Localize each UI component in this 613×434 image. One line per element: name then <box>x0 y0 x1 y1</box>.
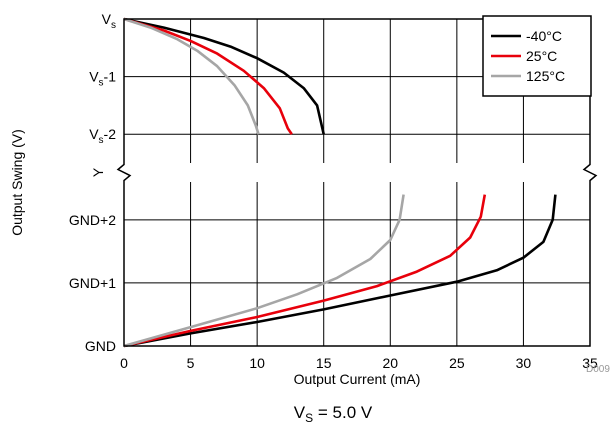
upper-y-tick-labels: Vs Vs-1 Vs-2 <box>89 11 116 146</box>
x-tick-label: 5 <box>187 355 195 371</box>
series-line-lower-25c <box>123 194 487 348</box>
x-tick-label: 15 <box>316 355 332 371</box>
supply-voltage-caption: VS = 5.0 V <box>294 403 373 425</box>
series-line-lower--40c <box>123 194 557 348</box>
lower-panel-frame <box>123 182 591 347</box>
y-tick-label-lower: GND+1 <box>69 275 116 291</box>
series-line-lower-125c <box>123 194 405 348</box>
x-tick-label: 25 <box>449 355 465 371</box>
figure-id-label: D009 <box>586 364 610 375</box>
x-tick-label: 30 <box>516 355 532 371</box>
legend-label: -40°C <box>526 28 562 44</box>
y-tick-label-lower: GND <box>85 338 116 354</box>
axis-break-label: Y <box>90 167 106 177</box>
axis-break-right <box>582 163 598 182</box>
x-tick-labels: 0 5 10 15 20 25 30 35 <box>120 355 598 371</box>
y-tick-label-upper: Vs-1 <box>89 69 116 89</box>
y-tick-label-lower: GND+2 <box>69 212 116 228</box>
legend: -40°C 25°C 125°C <box>482 15 592 97</box>
lower-y-tick-labels: GND GND+1 GND+2 <box>69 212 116 354</box>
legend-label: 25°C <box>526 48 557 64</box>
series-line-upper-25c <box>123 17 293 135</box>
x-tick-label: 20 <box>382 355 398 371</box>
lower-panel-grid <box>124 182 590 346</box>
x-axis-title: Output Current (mA) <box>294 371 421 387</box>
x-tick-label: 0 <box>120 355 128 371</box>
x-tick-label: 10 <box>249 355 265 371</box>
y-axis-title: Output Swing (V) <box>9 129 25 236</box>
series-line-upper-125c <box>123 17 260 135</box>
x-tick-label: 35 <box>582 355 598 371</box>
axis-break-left <box>116 163 132 182</box>
legend-label: 125°C <box>526 68 565 84</box>
y-tick-label-upper: Vs-2 <box>89 126 116 146</box>
lower-panel-series <box>123 194 557 348</box>
series-line-upper--40c <box>123 17 325 135</box>
upper-panel-series <box>123 17 325 135</box>
y-tick-label-upper: Vs <box>102 11 116 31</box>
